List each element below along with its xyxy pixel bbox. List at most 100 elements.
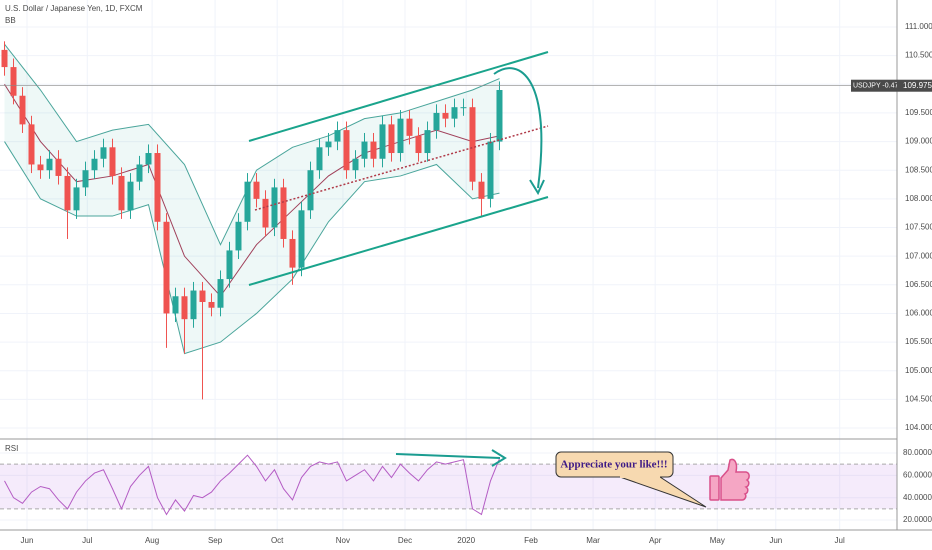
y-tick-label: 107.500 xyxy=(905,223,932,232)
candle-body xyxy=(109,147,116,176)
rsi-tick-label: 20.0000 xyxy=(903,515,932,524)
candle-body xyxy=(100,147,107,159)
y-tick-label: 108.000 xyxy=(905,194,932,203)
bubble-join xyxy=(620,476,660,478)
candle-body xyxy=(442,112,449,119)
y-tick-label: 109.000 xyxy=(905,137,932,146)
candle-body xyxy=(235,221,242,251)
x-tick-label: Feb xyxy=(524,536,538,545)
candle-body xyxy=(307,170,314,211)
indicator-label: BB xyxy=(5,16,16,25)
bb-lower xyxy=(4,141,500,355)
channel-mid xyxy=(254,125,549,211)
candle-body xyxy=(433,112,440,131)
candle-body xyxy=(397,118,404,154)
channel-bottom xyxy=(248,196,549,286)
thumbs-up xyxy=(709,458,750,501)
rsi-arrow xyxy=(395,453,501,459)
rsi-tick-label: 80.0000 xyxy=(903,448,932,457)
candle-body xyxy=(136,164,143,182)
rsi-line xyxy=(4,454,500,516)
candle-body xyxy=(1,49,8,68)
candle-body xyxy=(154,153,161,222)
x-tick-label: Jun xyxy=(769,536,782,545)
arrow-head xyxy=(529,179,545,196)
annotation: Appreciate your like!!! xyxy=(560,459,667,471)
candle-body xyxy=(496,90,503,142)
x-tick-label: Nov xyxy=(336,536,350,545)
candle-body xyxy=(271,187,278,228)
rsi-band xyxy=(0,464,897,509)
last-price-label: 109.975 xyxy=(903,81,932,90)
x-tick-label: Apr xyxy=(649,536,662,545)
y-tick-label: 110.500 xyxy=(905,51,932,60)
x-tick-label: Jul xyxy=(835,536,845,545)
rsi-tick-label: 40.0000 xyxy=(903,493,932,502)
candle-body xyxy=(28,124,35,165)
y-tick-label: 105.000 xyxy=(905,366,932,375)
x-tick-label: Aug xyxy=(145,536,159,545)
price-pane xyxy=(0,41,897,400)
candle-body xyxy=(361,141,368,159)
candle-body xyxy=(118,175,125,211)
y-tick-label: 111.000 xyxy=(905,22,932,31)
candle-body xyxy=(82,170,89,188)
candle-body xyxy=(253,181,260,199)
candle-body xyxy=(172,296,179,314)
y-tick-label: 105.500 xyxy=(905,337,932,346)
bb-fill xyxy=(4,44,500,354)
symbol-tag xyxy=(851,79,897,92)
y-tick-label: 107.000 xyxy=(905,251,932,260)
candle-body xyxy=(19,95,26,125)
y-tick-label: 104.500 xyxy=(905,394,932,403)
candle-body xyxy=(379,124,386,159)
channel-top xyxy=(248,51,549,142)
candle-body xyxy=(163,221,170,314)
candle-body xyxy=(325,141,332,148)
candle-body xyxy=(451,107,458,119)
x-tick-label: Jun xyxy=(21,536,34,545)
candle-body xyxy=(289,238,296,268)
grid xyxy=(0,0,897,530)
candle-body xyxy=(127,181,134,211)
candle-body xyxy=(226,250,233,280)
candle-body xyxy=(262,198,269,228)
candle-body xyxy=(208,301,215,308)
y-tick-label: 106.000 xyxy=(905,309,932,318)
price-tag xyxy=(897,79,932,92)
bb-upper xyxy=(4,43,500,246)
candle-body xyxy=(406,118,413,136)
candle-body xyxy=(487,141,494,199)
candle-body xyxy=(244,181,251,222)
candle-body xyxy=(181,296,188,320)
rsi-title: RSI xyxy=(5,444,18,453)
candle-body xyxy=(370,141,377,159)
x-tick-label: 2020 xyxy=(457,536,475,545)
x-tick-label: May xyxy=(710,536,725,545)
candle-body xyxy=(190,290,197,320)
x-tick-label: Oct xyxy=(271,536,284,545)
candle-body xyxy=(298,210,305,268)
candle-body xyxy=(460,107,467,109)
candle-body xyxy=(352,158,359,171)
candle-body xyxy=(316,147,323,171)
rsi-arrow-head xyxy=(491,449,507,467)
candle-body xyxy=(145,153,152,165)
candle-body xyxy=(424,130,431,154)
candle-body xyxy=(73,187,80,211)
candle-body xyxy=(46,158,53,171)
x-tick-label: Sep xyxy=(208,536,223,545)
chart-title: U.S. Dollar / Japanese Yen, 1D, FXCM xyxy=(5,4,143,13)
symbol-label: USDJPY -0.47% xyxy=(853,83,905,90)
down-arrow xyxy=(493,67,543,189)
candle-body xyxy=(199,290,206,302)
candle-body xyxy=(478,181,485,199)
drawings: Appreciate your like!!! xyxy=(248,51,750,508)
candle-body xyxy=(55,158,62,176)
candle-body xyxy=(91,158,98,171)
candle-body xyxy=(217,279,224,308)
x-tick-label: Dec xyxy=(398,536,412,545)
candle-body xyxy=(388,124,395,154)
y-tick-label: 106.500 xyxy=(905,280,932,289)
